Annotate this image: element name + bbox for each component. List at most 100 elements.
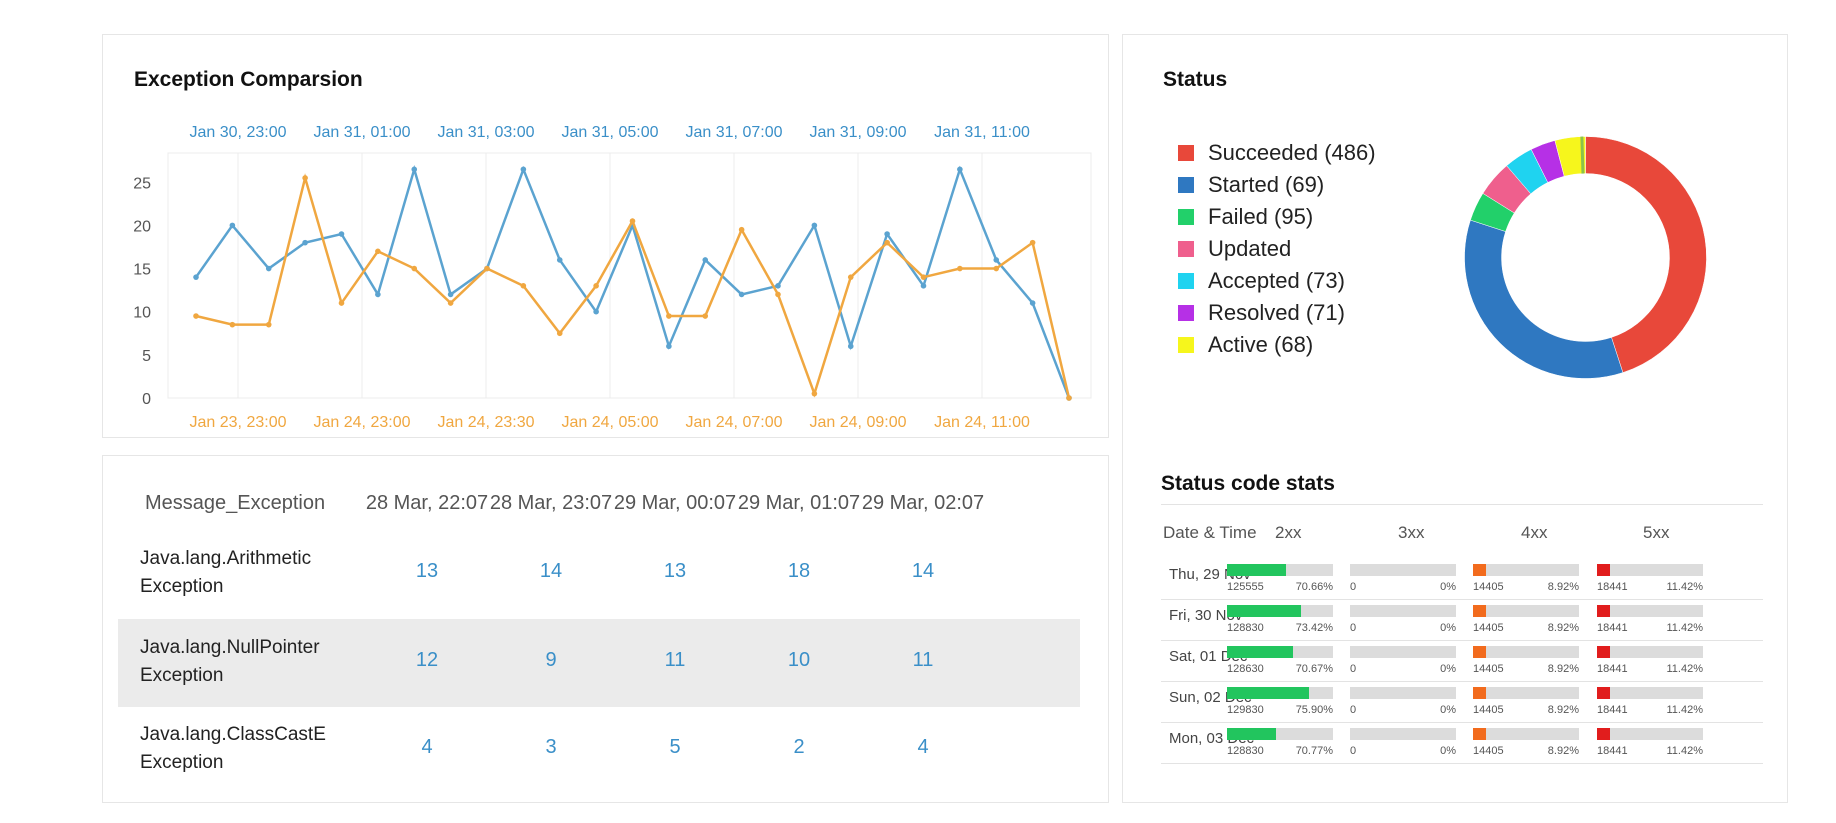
data-point[interactable] <box>1029 239 1036 246</box>
exception-count[interactable]: 12 <box>415 649 439 671</box>
donut-slice[interactable] <box>1585 136 1707 373</box>
exception-count[interactable]: 10 <box>787 649 811 671</box>
legend-item[interactable]: Failed (95) <box>1178 202 1313 232</box>
data-point[interactable] <box>193 274 199 280</box>
legend-item[interactable]: Resolved (71) <box>1178 298 1345 328</box>
exception-count[interactable]: 4 <box>421 736 433 758</box>
data-point[interactable] <box>375 291 381 298</box>
stats-row[interactable]: Fri, 30 Nov 128830 73.42% 0 0% 14405 8.92% 1844… <box>1161 599 1763 641</box>
data-point[interactable] <box>302 175 308 181</box>
stats-progress-fill <box>1597 564 1610 576</box>
exception-count[interactable]: 11 <box>664 649 686 671</box>
data-point[interactable] <box>302 239 308 246</box>
legend-item[interactable]: Started (69) <box>1178 170 1324 200</box>
data-point[interactable] <box>338 300 345 306</box>
data-point[interactable] <box>884 231 890 237</box>
stats-row[interactable]: Sat, 01 Dec 128630 70.67% 0 0% 14405 8.92% 1844… <box>1161 640 1763 682</box>
exception-count[interactable]: 13 <box>663 560 687 582</box>
stats-count: 14405 <box>1473 745 1504 757</box>
stats-row[interactable]: Mon, 03 Dec 128830 70.77% 0 0% 14405 8.92% 1844… <box>1161 722 1763 764</box>
exception-line-chart[interactable]: Jan 30, 23:00 Jan 23, 23:00 Jan 31, 01:00 J… <box>103 35 1110 439</box>
top-axis-label: Jan 30, 23:00 <box>190 124 287 141</box>
stats-percent: 70.77% <box>1295 745 1333 757</box>
data-point[interactable] <box>738 226 745 233</box>
exception-count[interactable]: 11 <box>912 649 934 671</box>
legend-item[interactable]: Accepted (73) <box>1178 266 1345 296</box>
data-point[interactable] <box>775 291 781 298</box>
data-point[interactable] <box>556 257 563 263</box>
data-point[interactable] <box>447 300 454 306</box>
status-donut-chart[interactable] <box>1463 135 1708 380</box>
legend-item[interactable]: Updated <box>1178 234 1291 264</box>
exception-count[interactable]: 5 <box>669 736 681 758</box>
exception-count[interactable]: 18 <box>787 560 811 582</box>
exception-name: Java.lang.Arithmetic Exception <box>140 548 312 597</box>
data-point[interactable] <box>593 283 599 289</box>
column-header-4: 29 Mar, 02:07 <box>861 492 985 514</box>
data-point[interactable] <box>847 343 854 350</box>
data-point[interactable] <box>884 239 890 246</box>
exception-count[interactable]: 2 <box>793 736 805 758</box>
legend-item[interactable]: Succeeded (486) <box>1178 138 1376 168</box>
data-point[interactable] <box>775 283 781 289</box>
data-point[interactable] <box>229 321 236 328</box>
data-point[interactable] <box>229 222 236 229</box>
data-point[interactable] <box>338 231 345 237</box>
stats-row[interactable]: Thu, 29 Nov 125555 70.66% 0 0% 14405 8.92% 1844… <box>1161 558 1763 600</box>
data-point[interactable] <box>265 265 272 272</box>
data-point[interactable] <box>1029 300 1036 306</box>
exception-count[interactable]: 14 <box>539 560 563 582</box>
table-row[interactable]: Java.lang.ClassCastE Exception 4 3 5 2 4 <box>118 706 1080 794</box>
series-line-blue[interactable] <box>194 164 1071 399</box>
exception-count[interactable]: 9 <box>545 649 557 671</box>
data-point[interactable] <box>484 265 490 272</box>
stats-percent: 8.92% <box>1547 704 1579 716</box>
data-point[interactable] <box>411 265 418 272</box>
data-point[interactable] <box>265 321 272 328</box>
data-point[interactable] <box>993 265 1000 272</box>
data-point[interactable] <box>957 265 963 272</box>
exception-count[interactable]: 4 <box>917 736 929 758</box>
data-point[interactable] <box>375 248 381 255</box>
data-point[interactable] <box>1066 395 1072 401</box>
exception-count[interactable]: 14 <box>911 560 935 582</box>
stats-row[interactable]: Sun, 02 Dec 129830 75.90% 0 0% 14405 8.92% 1844… <box>1161 681 1763 723</box>
data-point[interactable] <box>702 257 709 263</box>
data-point[interactable] <box>520 166 527 173</box>
data-point[interactable] <box>957 166 963 173</box>
stats-cell-3xx: 0 0% <box>1350 599 1456 641</box>
stats-percent: 0% <box>1440 745 1456 757</box>
data-point[interactable] <box>447 291 454 298</box>
data-point[interactable] <box>847 274 854 280</box>
data-point[interactable] <box>811 390 818 397</box>
data-point[interactable] <box>556 330 563 337</box>
legend-swatch <box>1178 209 1194 225</box>
data-point[interactable] <box>593 308 599 315</box>
data-point[interactable] <box>666 313 672 319</box>
data-point[interactable] <box>520 283 527 289</box>
data-point[interactable] <box>920 283 927 289</box>
legend-item[interactable]: Active (68) <box>1178 330 1313 360</box>
data-point[interactable] <box>993 257 1000 263</box>
series-line-orange[interactable] <box>195 173 1071 399</box>
table-row[interactable]: Java.lang.Arithmetic Exception 13 14 13 18 14 <box>118 530 1080 618</box>
data-point[interactable] <box>193 313 199 319</box>
plot-frame <box>167 152 1092 399</box>
data-point[interactable] <box>629 218 636 224</box>
data-point[interactable] <box>702 313 709 319</box>
exception-count[interactable]: 3 <box>545 736 557 758</box>
data-point[interactable] <box>666 343 672 350</box>
table-row[interactable]: Java.lang.NullPointer Exception 12 9 11 10 11 <box>118 619 1080 707</box>
bottom-axis-label: Jan 24, 05:00 <box>562 414 659 431</box>
data-point[interactable] <box>811 222 818 229</box>
donut-slice[interactable] <box>1464 219 1624 379</box>
data-point[interactable] <box>738 291 745 298</box>
legend-swatch <box>1178 177 1194 193</box>
top-axis-label: Jan 31, 11:00 <box>934 124 1030 141</box>
exception-count[interactable]: 13 <box>415 560 439 582</box>
legend-swatch <box>1178 305 1194 321</box>
donut-slice[interactable] <box>1554 136 1586 177</box>
data-point[interactable] <box>411 166 418 173</box>
data-point[interactable] <box>920 274 927 280</box>
stats-row-divider <box>1161 722 1763 723</box>
